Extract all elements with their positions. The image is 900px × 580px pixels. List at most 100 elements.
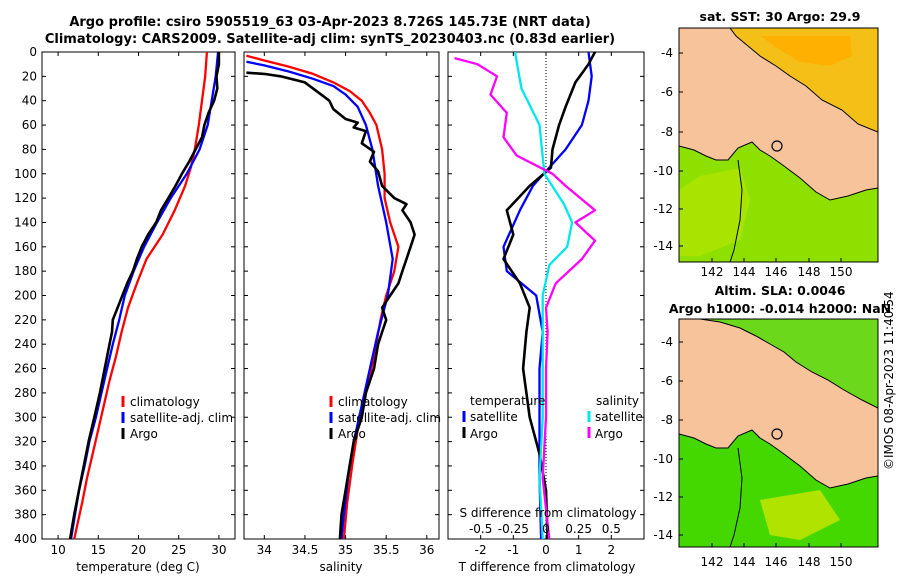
x-tick-label: 35.5: [373, 543, 400, 557]
legend-satellite-clim: satellite-adj. clim: [338, 411, 441, 425]
depth-tick-label: 100: [14, 167, 37, 181]
salinity-plot-area: [243, 51, 440, 540]
map-x-tick-label: 144: [733, 265, 756, 279]
imos-credit: ©IMOS 08-Apr-2023 11:40:54: [882, 291, 896, 470]
legend-satellite-clim: satellite-adj. clim: [130, 411, 233, 425]
series-temperature-satellite: [502, 52, 593, 539]
sla-map-title-line-2: Argo h1000: -0.014 h2000: NaN: [668, 301, 892, 316]
salinity-difference-tick-label: -0.25: [498, 522, 529, 536]
map-x-tick-label: 144: [733, 555, 756, 569]
series-argo: [68, 52, 221, 539]
depth-tick-label: 40: [22, 94, 37, 108]
x-tick-label: 35: [338, 543, 353, 557]
salinity-difference-tick-label: 0.5: [602, 522, 621, 536]
map-x-tick-label: 142: [701, 265, 724, 279]
depth-tick-label: 360: [14, 483, 37, 497]
salinity-difference-tick-label: 0: [542, 522, 550, 536]
depth-tick-label: 20: [22, 69, 37, 83]
map-y-tick-label: -10: [653, 164, 673, 178]
depth-tick-label: 140: [14, 215, 37, 229]
map-x-tick-label: 150: [830, 265, 853, 279]
map-y-tick-label: -12: [653, 202, 673, 216]
depth-tick-label: 400: [14, 532, 37, 546]
x-tick-label: 25: [171, 543, 186, 557]
depth-tick-label: 240: [14, 337, 37, 351]
sst-coastline: [679, 141, 878, 201]
map-y-tick-label: -6: [661, 374, 673, 388]
page-title-line-1: Argo profile: csiro 5905519_63 03-Apr-20…: [69, 15, 591, 30]
sst-ocean-north-warm: [760, 36, 852, 66]
argo-location-marker: [771, 428, 783, 440]
depth-tick-label: 320: [14, 435, 37, 449]
map-x-tick-label: 148: [798, 555, 821, 569]
series-salinity-satellite: [513, 52, 574, 539]
legend-temperature-heading: temperature: [470, 394, 545, 408]
depth-tick-label: 200: [14, 289, 37, 303]
sst-north-coast: [729, 28, 878, 133]
map-y-tick-label: -12: [653, 490, 673, 504]
page-title-line-2: Climatology: CARS2009. Satellite-adj cli…: [44, 32, 616, 47]
map-x-tick-label: 146: [765, 265, 788, 279]
depth-tick-label: 380: [14, 508, 37, 522]
x-tick-label: 34: [257, 543, 272, 557]
map-y-tick-label: -4: [661, 335, 673, 349]
sst-ocean-south-warm: [679, 168, 750, 256]
sst-map-title: sat. SST: 30 Argo: 29.9: [699, 9, 861, 24]
sla-map: [679, 319, 878, 547]
depth-tick-label: 300: [14, 410, 37, 424]
x-tick-label: -1: [507, 543, 519, 557]
temperature-plot-area: [41, 51, 236, 540]
depth-tick-label: 260: [14, 362, 37, 376]
x-tick-label: 36: [419, 543, 434, 557]
difference-x-label: T difference from climatology: [458, 560, 636, 574]
legend-temperature-argo: Argo: [470, 427, 498, 441]
x-tick-label: 34.5: [292, 543, 319, 557]
sla-ocean-south-highlight: [760, 490, 840, 540]
legend-salinity-heading: salinity: [596, 394, 639, 408]
salinity-legend: climatology satellite-adj. clim Argo: [329, 395, 441, 441]
x-tick-label: 10: [50, 543, 65, 557]
salinity-difference-tick-label: 0.25: [565, 522, 592, 536]
sla-map-title-line-1: Altim. SLA: 0.0046: [714, 283, 846, 298]
series-temperature-argo: [502, 52, 597, 539]
sla-cape-york: [729, 447, 743, 547]
difference-legend: temperature satellite Argo salinity sate…: [462, 394, 643, 441]
map-x-tick-label: 148: [798, 265, 821, 279]
salinity-difference-tick-label: -0.5: [469, 522, 492, 536]
map-x-tick-label: 150: [830, 555, 853, 569]
depth-tick-label: 280: [14, 386, 37, 400]
map-x-tick-label: 146: [765, 555, 788, 569]
x-tick-label: 30: [211, 543, 226, 557]
depth-tick-label: 340: [14, 459, 37, 473]
depth-tick-label: 220: [14, 313, 37, 327]
map-y-tick-label: -6: [661, 85, 673, 99]
series-salinity-argo: [454, 56, 597, 539]
depth-tick-labels: 0 20 40 60 80 100 120 140 160 180 200 220 240 260 280 3…: [14, 45, 37, 546]
x-tick-label: 1: [575, 543, 583, 557]
series-argo: [246, 71, 416, 539]
x-tick-label: 2: [608, 543, 616, 557]
legend-climatology: climatology: [130, 395, 200, 409]
sst-cape-york: [729, 159, 743, 262]
x-tick-label: 0: [542, 543, 550, 557]
sla-north-coast: [699, 319, 878, 409]
salinity-x-label: salinity: [319, 560, 362, 574]
argo-location-marker: [771, 140, 783, 152]
x-tick-label: -2: [475, 543, 487, 557]
depth-tick-label: 60: [22, 118, 37, 132]
depth-tick-label: 80: [22, 142, 37, 156]
legend-salinity-argo: Argo: [595, 427, 623, 441]
map-y-tick-label: -8: [661, 413, 673, 427]
legend-salinity-satellite: satellite: [595, 410, 643, 424]
map-y-tick-label: -10: [653, 452, 673, 466]
map-y-tick-label: -14: [653, 528, 673, 542]
sla-coastline: [679, 429, 878, 489]
sst-map: [679, 28, 878, 262]
salinity-difference-label: S difference from climatology: [460, 506, 637, 520]
legend-argo: Argo: [338, 427, 366, 441]
legend-argo: Argo: [130, 427, 158, 441]
legend-temperature-satellite: satellite: [470, 410, 518, 424]
temperature-legend: climatology satellite-adj. clim Argo: [121, 395, 233, 441]
sla-ocean-north: [700, 319, 878, 408]
